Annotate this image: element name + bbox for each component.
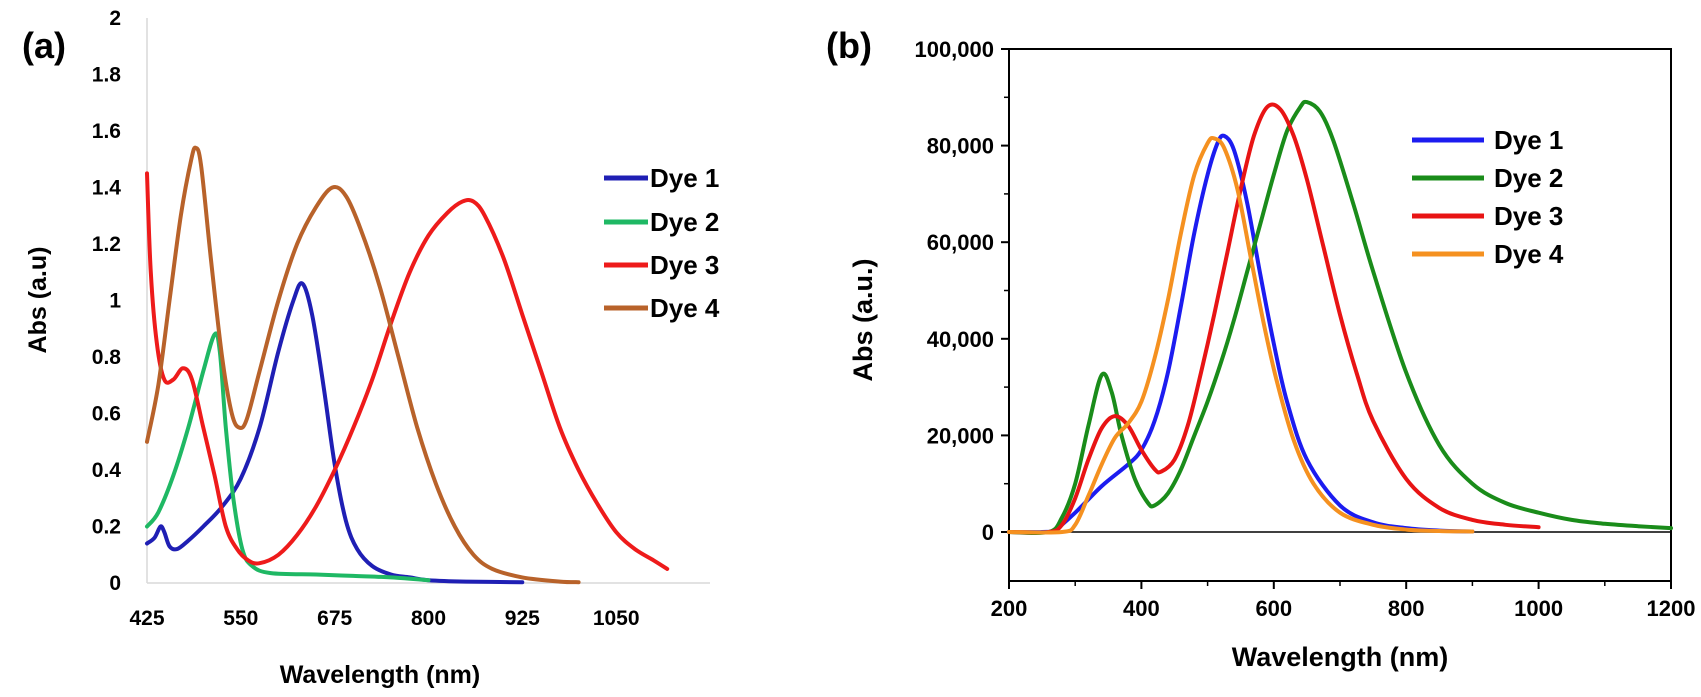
- legend-item-dye-4-b: Dye 4: [1412, 239, 1564, 269]
- y-tick-label-a: 1.8: [92, 64, 122, 87]
- legend-item-dye-2-a: Dye 2: [604, 207, 719, 237]
- y-ticks-b: 0 20,000 40,000 60,000 80,000 100,000: [914, 37, 1009, 545]
- series-line-dye-3-a: [145, 171, 670, 571]
- y-tick-label-b: 0: [982, 520, 994, 545]
- x-tick-label-b: 600: [1255, 596, 1292, 621]
- y-tick-label-a: 1.2: [92, 233, 121, 256]
- x-tick-label-b: 200: [991, 596, 1028, 621]
- legend-label-dye-3-a: Dye 3: [650, 250, 719, 280]
- legend-label-dye-4-a: Dye 4: [650, 293, 720, 323]
- chart-a: (a) 0 0.2 0.4 0.6 0.8 1 1.2 1.4 1.6 1.8 2 425 550 67…: [22, 7, 720, 689]
- x-tick-label-a: 800: [411, 607, 446, 630]
- series-line-dye-4-a: [145, 145, 581, 585]
- x-tick-label-b: 1200: [1647, 596, 1696, 621]
- legend-item-dye-1-a: Dye 1: [604, 163, 719, 193]
- series-line-dye-1-b: [1007, 133, 1475, 535]
- series-line-dye-3-b: [1007, 102, 1541, 535]
- x-axis-title-b: Wavelength (nm): [1232, 642, 1449, 672]
- x-tick-label-a: 1050: [593, 607, 640, 630]
- series-line-dye-2-b: [1007, 99, 1673, 536]
- legend-label-dye-3-b: Dye 3: [1494, 201, 1563, 231]
- series-group-a: [145, 145, 670, 585]
- series-line-dye-1-a: [145, 281, 525, 585]
- y-axis-title-a: Abs (a.u): [24, 247, 52, 354]
- x-tick-label-a: 675: [317, 607, 352, 630]
- y-tick-label-a: 2: [109, 7, 121, 30]
- y-tick-label-a: 0.4: [92, 459, 122, 482]
- series-line-dye-2-a: [145, 331, 431, 583]
- y-tick-label-a: 0: [109, 572, 121, 595]
- x-axis-title-a: Wavelength (nm): [280, 661, 480, 689]
- y-axis-title-b: Abs (a.u.): [848, 258, 878, 381]
- y-tick-labels-a: 0 0.2 0.4 0.6 0.8 1 1.2 1.4 1.6 1.8 2: [92, 7, 122, 595]
- y-tick-label-b: 60,000: [927, 230, 994, 255]
- legend-label-dye-1-b: Dye 1: [1494, 125, 1563, 155]
- panel-label-a: (a): [22, 25, 66, 66]
- y-tick-label-a: 0.8: [92, 346, 122, 369]
- y-tick-label-a: 1: [109, 290, 121, 313]
- x-tick-label-a: 425: [129, 607, 164, 630]
- y-tick-label-a: 0.2: [92, 516, 121, 539]
- legend-item-dye-2-b: Dye 2: [1412, 163, 1563, 193]
- legend-item-dye-3-b: Dye 3: [1412, 201, 1563, 231]
- legend-label-dye-4-b: Dye 4: [1494, 239, 1564, 269]
- y-tick-label-b: 20,000: [927, 423, 994, 448]
- series-line-dye-4-b: [1007, 135, 1475, 535]
- legend-item-dye-1-b: Dye 1: [1412, 125, 1563, 155]
- x-tick-label-b: 400: [1123, 596, 1160, 621]
- x-ticks-b: 200 400 600 800 1000 1200: [991, 581, 1696, 621]
- legend-label-dye-2-b: Dye 2: [1494, 163, 1563, 193]
- chart-b: (b) 0 20,000 40,000 60,000 80,000 100,000 200…: [826, 25, 1695, 672]
- y-tick-label-a: 1.6: [92, 120, 121, 143]
- series-group-b: [1007, 99, 1673, 536]
- legend-label-dye-1-a: Dye 1: [650, 163, 719, 193]
- legend-item-dye-3-a: Dye 3: [604, 250, 719, 280]
- y-tick-label-a: 1.4: [92, 177, 122, 200]
- x-tick-label-a: 550: [223, 607, 258, 630]
- panel-label-b: (b): [826, 25, 872, 66]
- x-tick-label-b: 1000: [1514, 596, 1563, 621]
- x-tick-labels-a: 425 550 675 800 925 1050: [129, 607, 639, 630]
- y-tick-label-b: 80,000: [927, 134, 994, 159]
- y-tick-label-b: 40,000: [927, 327, 994, 352]
- x-tick-label-a: 925: [505, 607, 540, 630]
- x-tick-label-b: 800: [1388, 596, 1425, 621]
- legend-a: Dye 1 Dye 2 Dye 3 Dye 4: [604, 163, 720, 323]
- legend-b: Dye 1 Dye 2 Dye 3 Dye 4: [1412, 125, 1564, 269]
- legend-label-dye-2-a: Dye 2: [650, 207, 719, 237]
- y-tick-label-b: 100,000: [914, 37, 994, 62]
- y-tick-label-a: 0.6: [92, 403, 121, 426]
- legend-item-dye-4-a: Dye 4: [604, 293, 720, 323]
